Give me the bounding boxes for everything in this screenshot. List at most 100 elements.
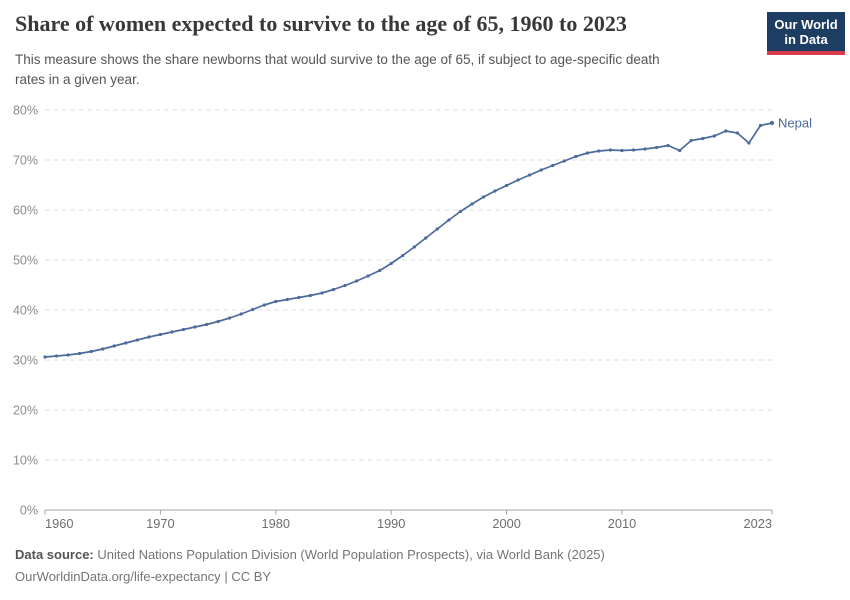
- y-axis-label: 60%: [13, 204, 38, 218]
- data-point[interactable]: [620, 148, 624, 153]
- data-point[interactable]: [712, 134, 716, 138]
- data-point[interactable]: [597, 149, 601, 153]
- subtitle-line-1: This measure shows the share newborns th…: [15, 52, 660, 67]
- chart-title: Share of women expected to survive to th…: [15, 11, 627, 36]
- y-axis-label: 20%: [13, 404, 38, 418]
- data-point[interactable]: [285, 297, 289, 302]
- data-point[interactable]: [308, 293, 312, 298]
- data-point[interactable]: [147, 335, 151, 339]
- data-point[interactable]: [447, 218, 451, 222]
- data-point[interactable]: [89, 349, 93, 354]
- data-point[interactable]: [505, 183, 509, 188]
- data-point[interactable]: [331, 287, 336, 292]
- data-point[interactable]: [320, 291, 324, 295]
- chart-subtitle: This measure shows the share newborns th…: [15, 50, 775, 90]
- license-text: CC BY: [231, 569, 272, 584]
- entity-label-nepal[interactable]: Nepal: [778, 116, 812, 131]
- data-point[interactable]: [551, 163, 555, 168]
- data-point[interactable]: [666, 143, 670, 148]
- data-point[interactable]: [747, 141, 751, 145]
- x-axis-label: 2023: [744, 516, 772, 531]
- data-point[interactable]: [101, 347, 105, 351]
- data-point[interactable]: [43, 355, 47, 359]
- data-point[interactable]: [251, 307, 255, 312]
- data-point[interactable]: [216, 319, 220, 324]
- data-point[interactable]: [562, 159, 566, 163]
- y-axis-labels: 0% 10% 20% 30% 40% 50% 60% 70% 80%: [13, 104, 38, 518]
- x-axis: [44, 509, 773, 515]
- data-source-line: Data source: United Nations Population D…: [15, 544, 835, 566]
- y-axis-label: 10%: [13, 454, 38, 468]
- data-point[interactable]: [205, 322, 209, 327]
- data-point[interactable]: [689, 138, 693, 143]
- data-point[interactable]: [355, 279, 359, 283]
- data-point[interactable]: [170, 330, 174, 334]
- data-point[interactable]: [274, 299, 278, 304]
- data-point[interactable]: [678, 148, 682, 153]
- chart-footer: Data source: United Nations Population D…: [15, 544, 835, 588]
- data-point[interactable]: [470, 202, 474, 206]
- data-point[interactable]: [516, 178, 520, 182]
- data-source-text: United Nations Population Division (Worl…: [97, 547, 605, 562]
- x-axis-labels: 1960 1970 1980 1990 2000 2010 2023: [45, 516, 772, 531]
- owid-logo-line-1: Our World: [774, 17, 838, 32]
- data-point[interactable]: [481, 195, 486, 199]
- y-gridlines: [45, 109, 772, 461]
- data-point[interactable]: [769, 120, 775, 126]
- data-source-label: Data source:: [15, 547, 94, 562]
- data-point[interactable]: [66, 353, 70, 357]
- data-point[interactable]: [239, 312, 243, 316]
- data-point[interactable]: [758, 123, 763, 128]
- data-point[interactable]: [193, 325, 197, 329]
- data-point[interactable]: [54, 354, 59, 358]
- x-axis-label: 1960: [45, 516, 73, 531]
- owid-logo[interactable]: Our World in Data: [767, 12, 845, 55]
- x-axis-label: 2000: [492, 516, 520, 531]
- data-point[interactable]: [401, 253, 405, 258]
- x-axis-label: 2010: [608, 516, 636, 531]
- subtitle-line-2: rates in a given year.: [15, 72, 140, 87]
- data-point[interactable]: [574, 154, 578, 159]
- data-point[interactable]: [135, 338, 139, 342]
- owid-url-link[interactable]: OurWorldinData.org/life-expectancy: [15, 569, 221, 584]
- data-point[interactable]: [366, 274, 370, 278]
- series-nepal[interactable]: Nepal: [43, 116, 812, 359]
- y-axis-label: 50%: [13, 254, 38, 268]
- data-point[interactable]: [158, 332, 162, 337]
- data-point[interactable]: [528, 173, 532, 177]
- data-point[interactable]: [78, 351, 82, 356]
- data-point[interactable]: [412, 245, 416, 249]
- data-point[interactable]: [343, 283, 347, 288]
- data-point[interactable]: [701, 136, 705, 141]
- y-axis-label: 40%: [13, 304, 38, 318]
- chart-canvas[interactable]: 0%10%20%30%40%50%60%70%80%1960 1970 1980 19…: [0, 95, 850, 540]
- data-point[interactable]: [262, 303, 266, 307]
- y-axis-label: 70%: [13, 154, 38, 168]
- data-point[interactable]: [297, 295, 301, 300]
- data-point[interactable]: [493, 189, 497, 193]
- data-point[interactable]: [655, 145, 659, 150]
- data-point[interactable]: [424, 236, 428, 240]
- y-axis-label: 30%: [13, 354, 38, 368]
- data-point[interactable]: [643, 147, 647, 151]
- data-point[interactable]: [724, 129, 728, 133]
- data-point[interactable]: [608, 148, 613, 152]
- data-point[interactable]: [435, 227, 439, 231]
- data-point[interactable]: [112, 344, 116, 348]
- data-point[interactable]: [631, 148, 636, 152]
- data-point[interactable]: [124, 341, 128, 345]
- data-point[interactable]: [181, 327, 186, 332]
- data-point[interactable]: [539, 168, 543, 172]
- data-point[interactable]: [389, 261, 393, 266]
- x-axis-label: 1990: [377, 516, 405, 531]
- chart-line[interactable]: [44, 122, 773, 358]
- data-point[interactable]: [378, 268, 382, 273]
- data-point[interactable]: [458, 209, 462, 214]
- y-axis-label: 80%: [13, 104, 38, 118]
- data-point[interactable]: [585, 151, 590, 155]
- data-point[interactable]: [228, 316, 232, 320]
- y-axis-label: 0%: [20, 504, 38, 518]
- data-point[interactable]: [735, 131, 740, 135]
- x-axis-label: 1970: [146, 516, 174, 531]
